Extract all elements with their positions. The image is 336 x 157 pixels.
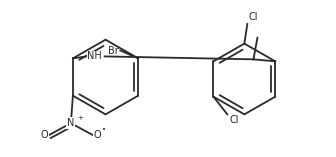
Text: •: • (102, 127, 106, 133)
Text: +: + (77, 115, 83, 121)
Text: Cl: Cl (229, 115, 239, 125)
Text: NH: NH (87, 51, 102, 61)
Text: Br: Br (108, 46, 118, 56)
Text: O: O (94, 130, 101, 140)
Text: Cl: Cl (248, 12, 258, 22)
Text: N: N (67, 118, 75, 128)
Text: O: O (40, 130, 48, 140)
